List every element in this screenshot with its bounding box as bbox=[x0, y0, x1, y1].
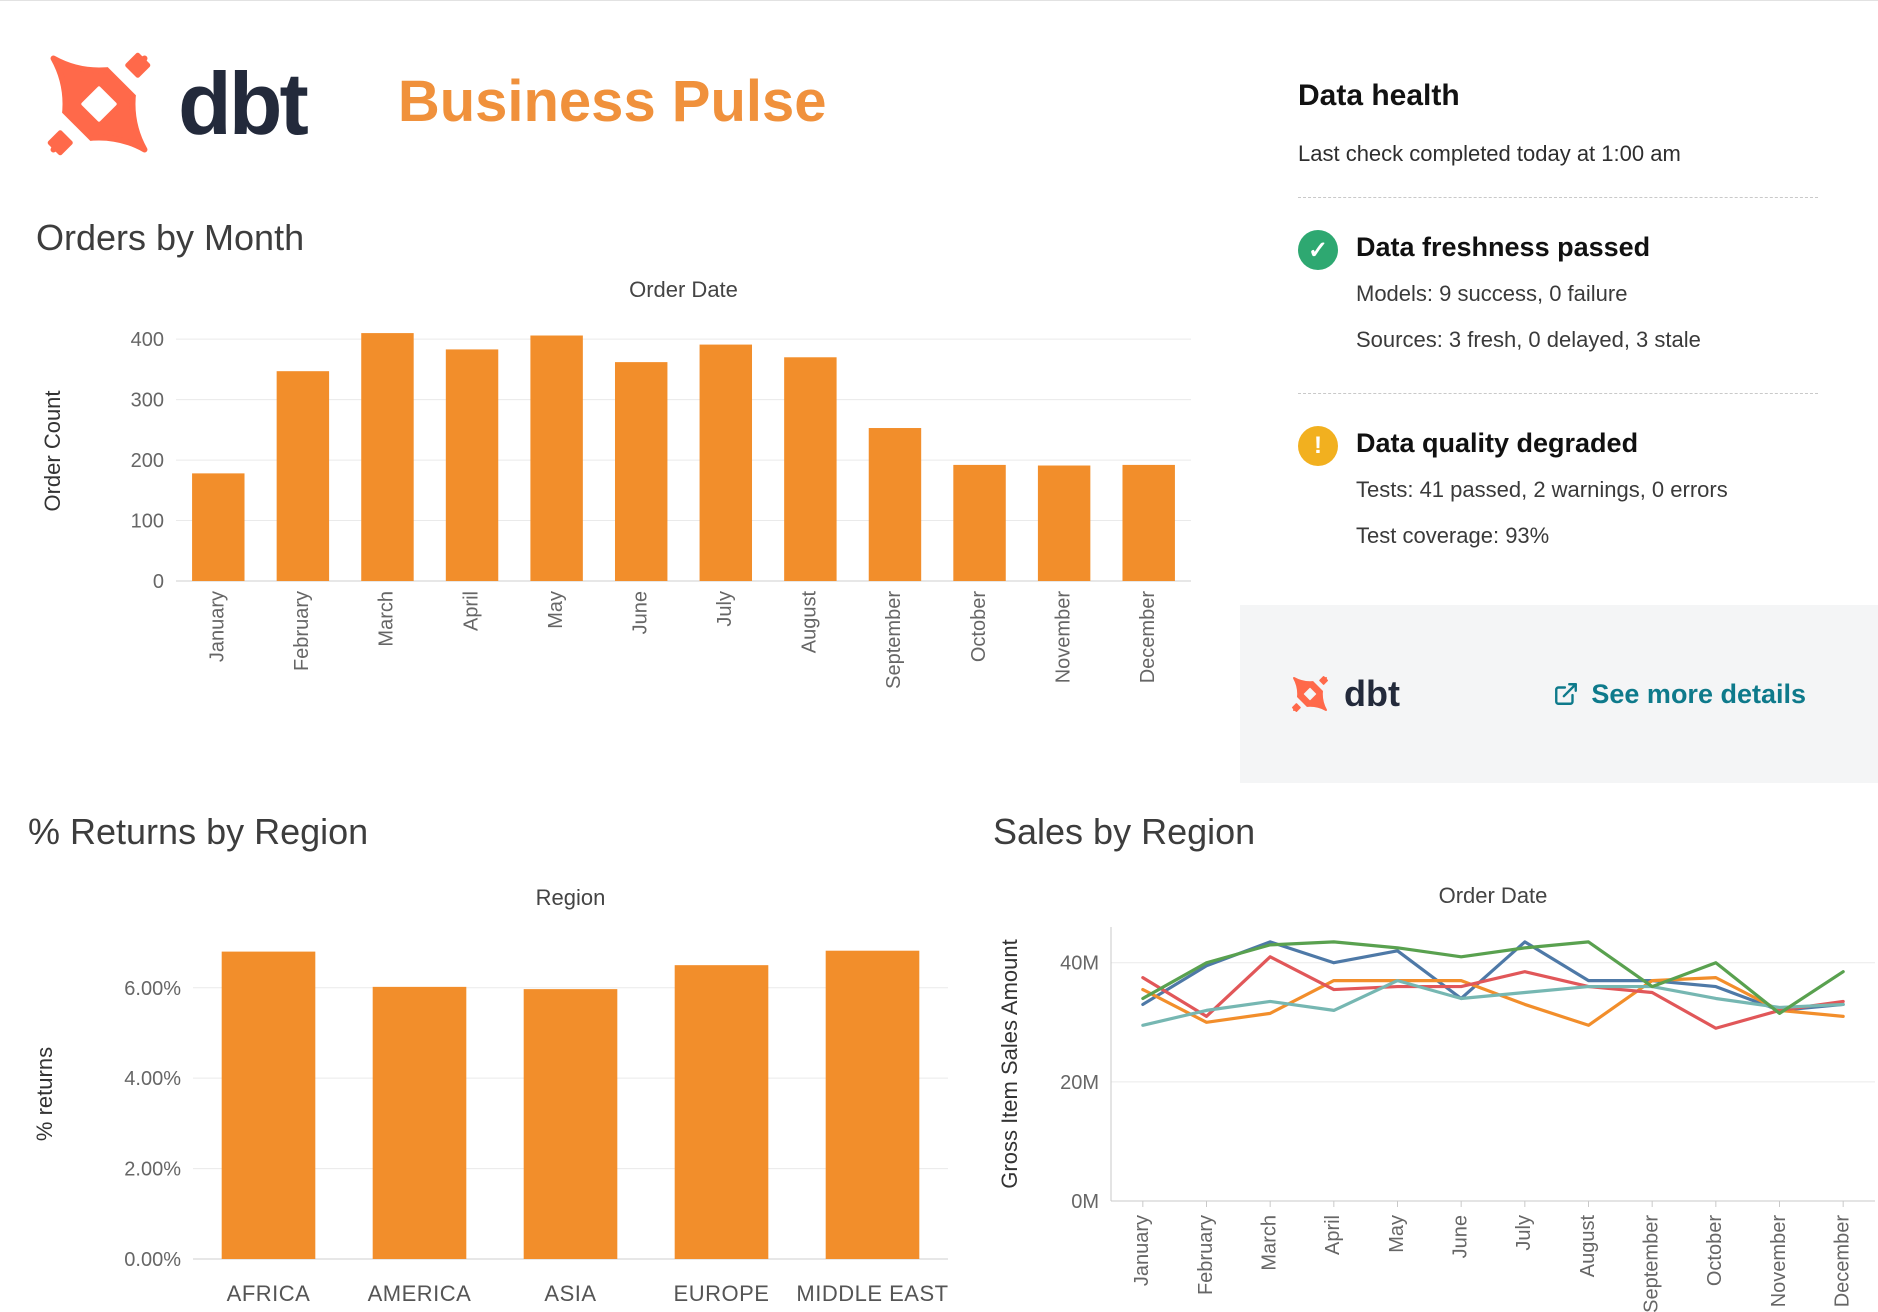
svg-text:March: March bbox=[1258, 1215, 1280, 1271]
svg-text:May: May bbox=[545, 591, 567, 629]
quality-status: ! Data quality degraded Tests: 41 passed… bbox=[1298, 424, 1818, 559]
sales-by-region-title: Sales by Region bbox=[993, 811, 1256, 852]
svg-text:2.00%: 2.00% bbox=[124, 1159, 181, 1181]
svg-text:AMERICA: AMERICA bbox=[368, 1281, 472, 1306]
orders-by-month-chart[interactable]: 0 100 200 300 400 Order Date Order Count Januar… bbox=[36, 259, 1216, 739]
dbt-logo-icon bbox=[1291, 675, 1329, 713]
svg-text:August: August bbox=[799, 591, 821, 654]
dbt-wordmark: dbt bbox=[1344, 673, 1400, 714]
divider bbox=[1298, 393, 1818, 394]
svg-text:September: September bbox=[883, 591, 905, 689]
warning-icon: ! bbox=[1298, 426, 1338, 466]
svg-text:December: December bbox=[1831, 1215, 1853, 1308]
svg-text:MIDDLE EAST: MIDDLE EAST bbox=[796, 1281, 948, 1306]
last-check-text: Last check completed today at 1:00 am bbox=[1298, 141, 1681, 166]
data-health-footer: dbt See more details bbox=[1240, 605, 1878, 783]
quality-status-title: Data quality degraded bbox=[1356, 428, 1639, 458]
orders-by-month-section: Orders by Month 0 100 200 300 400 Order Date O… bbox=[36, 217, 1240, 739]
left-column: dbt Business Pulse Orders by Month 0 100 2… bbox=[0, 1, 1240, 783]
freshness-status-title: Data freshness passed bbox=[1356, 232, 1651, 262]
svg-text:August: August bbox=[1577, 1215, 1599, 1278]
svg-text:February: February bbox=[291, 591, 313, 671]
svg-text:November: November bbox=[1052, 591, 1074, 684]
svg-text:October: October bbox=[968, 591, 990, 662]
svg-text:40M: 40M bbox=[1060, 953, 1099, 975]
returns-by-region-section: % Returns by Region 0.00% 2.00% 4.00% 6.00%… bbox=[28, 811, 983, 1312]
data-health-title: Data health bbox=[1298, 79, 1460, 112]
see-more-details-link[interactable]: See more details bbox=[1553, 679, 1806, 710]
svg-text:June: June bbox=[1449, 1215, 1471, 1258]
freshness-status: ✓ Data freshness passed Models: 9 succes… bbox=[1298, 228, 1818, 363]
svg-text:0: 0 bbox=[153, 571, 164, 593]
svg-text:0.00%: 0.00% bbox=[124, 1249, 181, 1271]
svg-text:0M: 0M bbox=[1071, 1191, 1099, 1213]
sales-by-region-chart[interactable]: 0M 20M 40M Order Date Gross Item Sales Amoun… bbox=[993, 861, 1878, 1312]
bottom-section: % Returns by Region 0.00% 2.00% 4.00% 6.00%… bbox=[0, 811, 1878, 1312]
svg-text:ASIA: ASIA bbox=[544, 1281, 596, 1306]
svg-text:July: July bbox=[714, 591, 736, 627]
svg-text:June: June bbox=[629, 591, 651, 634]
svg-text:Gross Item Sales Amount: Gross Item Sales Amount bbox=[997, 939, 1022, 1188]
data-health-panel: Data health Last check completed today a… bbox=[1240, 1, 1878, 783]
orders-by-month-title: Orders by Month bbox=[36, 217, 305, 258]
svg-text:May: May bbox=[1386, 1215, 1408, 1253]
svg-text:20M: 20M bbox=[1060, 1072, 1099, 1094]
svg-text:Order Count: Order Count bbox=[40, 390, 65, 511]
freshness-models-text: Models: 9 success, 0 failure bbox=[1356, 281, 1628, 306]
divider bbox=[1298, 197, 1818, 198]
svg-text:EUROPE: EUROPE bbox=[674, 1281, 770, 1306]
returns-by-region-title: % Returns by Region bbox=[28, 811, 369, 852]
svg-text:October: October bbox=[1704, 1215, 1726, 1286]
see-more-details-label: See more details bbox=[1591, 678, 1806, 709]
svg-text:300: 300 bbox=[131, 390, 164, 412]
dbt-logo-icon bbox=[46, 51, 152, 157]
returns-by-region-chart[interactable]: 0.00% 2.00% 4.00% 6.00% Region % returns AFRIC… bbox=[28, 861, 978, 1312]
header: dbt Business Pulse bbox=[36, 39, 1240, 169]
svg-text:Order Date: Order Date bbox=[629, 277, 738, 302]
svg-text:November: November bbox=[1768, 1215, 1790, 1308]
svg-text:September: September bbox=[1640, 1215, 1662, 1312]
top-section: dbt Business Pulse Orders by Month 0 100 2… bbox=[0, 1, 1878, 783]
svg-text:200: 200 bbox=[131, 450, 164, 472]
freshness-sources-text: Sources: 3 fresh, 0 delayed, 3 stale bbox=[1356, 327, 1701, 352]
dbt-wordmark: dbt bbox=[178, 54, 309, 153]
svg-text:4.00%: 4.00% bbox=[124, 1068, 181, 1090]
svg-text:Order Date: Order Date bbox=[1439, 883, 1548, 908]
svg-text:April: April bbox=[1322, 1215, 1344, 1255]
svg-text:January: January bbox=[207, 591, 229, 662]
svg-text:% returns: % returns bbox=[32, 1047, 57, 1141]
svg-text:April: April bbox=[460, 591, 482, 631]
svg-text:100: 100 bbox=[131, 511, 164, 533]
external-link-icon bbox=[1555, 683, 1578, 705]
svg-text:December: December bbox=[1137, 591, 1159, 684]
svg-text:February: February bbox=[1195, 1215, 1217, 1295]
svg-text:July: July bbox=[1513, 1215, 1535, 1251]
dashboard-title: Business Pulse bbox=[397, 68, 827, 134]
quality-tests-text: Tests: 41 passed, 2 warnings, 0 errors bbox=[1356, 477, 1728, 502]
svg-text:AFRICA: AFRICA bbox=[227, 1281, 311, 1306]
quality-coverage-text: Test coverage: 93% bbox=[1356, 523, 1550, 548]
svg-text:400: 400 bbox=[131, 329, 164, 351]
sales-by-region-section: Sales by Region 0M 20M 40M Order Date Gross … bbox=[983, 811, 1875, 1312]
dbt-footer-brand: dbt bbox=[1288, 673, 1400, 715]
svg-text:Region: Region bbox=[536, 885, 606, 910]
svg-text:March: March bbox=[376, 591, 398, 647]
svg-text:6.00%: 6.00% bbox=[124, 978, 181, 1000]
check-icon: ✓ bbox=[1298, 230, 1338, 270]
svg-text:January: January bbox=[1131, 1215, 1153, 1286]
